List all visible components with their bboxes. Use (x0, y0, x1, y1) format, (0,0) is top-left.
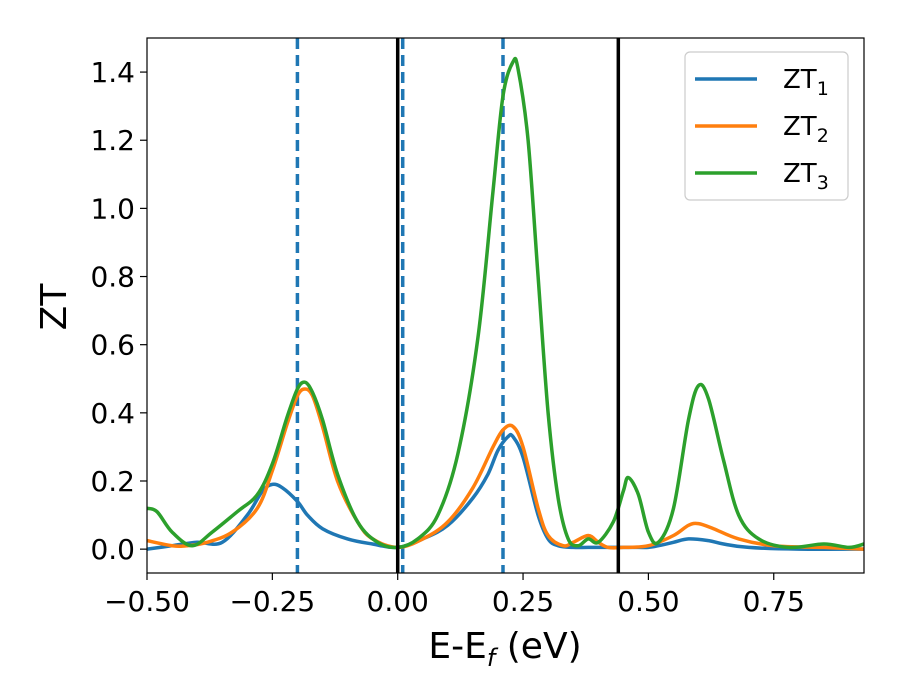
x-axis-label-main: E-E (428, 626, 486, 667)
y-tick-label: 1.4 (90, 56, 135, 89)
legend-label: ZT3 (783, 159, 829, 194)
legend: ZT1 ZT2 ZT3 (684, 51, 849, 201)
x-axis-label: E-Ef (eV) (428, 626, 581, 672)
series-line-zt2 (147, 387, 864, 551)
x-tick-label: 0.75 (743, 585, 805, 618)
x-tick-label: 0.00 (367, 585, 429, 618)
x-axis-label-unit: (eV) (495, 626, 581, 667)
y-tick-label: 0.0 (90, 533, 135, 566)
y-tick-label: 0.2 (90, 465, 135, 498)
y-tick-label: 0.8 (90, 261, 135, 294)
y-tick-label: 0.4 (90, 397, 135, 430)
x-tick-label: −0.50 (104, 585, 190, 618)
plot-frame (146, 37, 865, 574)
y-axis-label: ZT (34, 283, 75, 331)
x-tick-label: −0.25 (229, 585, 315, 618)
y-tick-label: 1.2 (90, 124, 135, 157)
series-line-zt3 (147, 56, 864, 550)
legend-box (684, 51, 849, 201)
legend-label: ZT2 (783, 112, 829, 147)
y-tick-label: 0.6 (90, 329, 135, 362)
legend-label: ZT1 (783, 65, 829, 100)
series-line-zt1 (147, 432, 864, 551)
x-tick-label: 0.50 (617, 585, 679, 618)
plot-area (147, 38, 864, 573)
x-tick-label: 0.25 (492, 585, 554, 618)
y-tick-label: 1.0 (90, 192, 135, 225)
